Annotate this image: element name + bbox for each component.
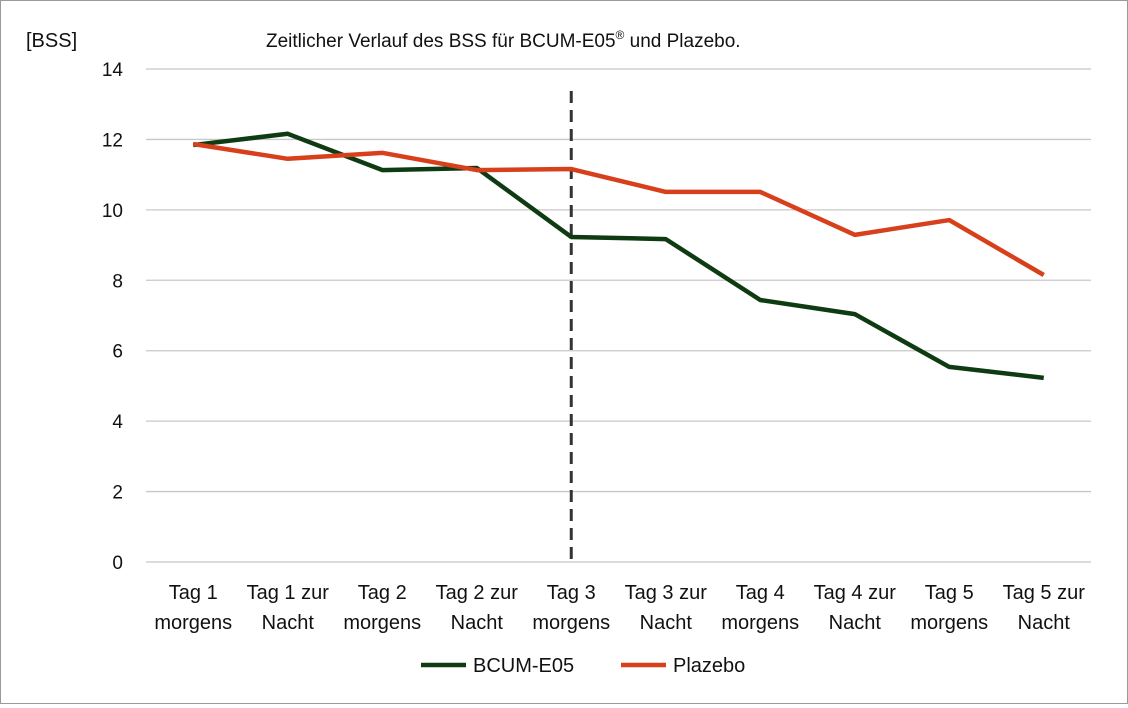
x-tick-label: morgens: [532, 612, 610, 634]
x-tick-label: morgens: [721, 612, 799, 634]
chart-title: Zeitlicher Verlauf des BSS für BCUM-E05®…: [266, 28, 741, 52]
chart-title-main: Zeitlicher Verlauf des BSS für BCUM-E05: [266, 31, 616, 52]
y-axis-label: [BSS]: [26, 30, 77, 52]
x-tick-label: Tag 1: [169, 582, 218, 604]
legend-label: Plazebo: [673, 655, 745, 677]
x-tick-label: Tag 4: [736, 582, 785, 604]
x-tick-label: Tag 2 zur: [436, 582, 519, 604]
y-tick-label: 12: [102, 130, 123, 151]
x-tick-label: morgens: [154, 612, 232, 634]
x-tick-label: Tag 3: [547, 582, 596, 604]
chart-title-suffix: und Plazebo.: [624, 31, 740, 52]
x-tick-label: Tag 1 zur: [247, 582, 330, 604]
y-tick-label: 4: [112, 412, 123, 433]
y-tick-label: 6: [112, 342, 123, 363]
x-tick-label: morgens: [343, 612, 421, 634]
x-tick-label: Tag 2: [358, 582, 407, 604]
x-tick-label: Nacht: [262, 612, 315, 634]
x-tick-label: Tag 4 zur: [814, 582, 897, 604]
x-tick-label: Tag 5: [925, 582, 974, 604]
y-tick-label: 0: [112, 553, 123, 574]
x-tick-label: Nacht: [451, 612, 504, 634]
legend-label: BCUM-E05: [473, 655, 574, 677]
x-tick-label: morgens: [910, 612, 988, 634]
x-tick-label: Nacht: [640, 612, 693, 634]
x-tick-label: Nacht: [1018, 612, 1071, 634]
chart-title-superscript: ®: [616, 28, 625, 42]
y-tick-label: 8: [112, 271, 123, 292]
y-tick-label: 10: [102, 201, 123, 222]
y-tick-label: 2: [112, 483, 123, 504]
series-line-bcum-e05: [193, 134, 1044, 378]
x-tick-label: Tag 3 zur: [625, 582, 708, 604]
y-tick-label: 14: [102, 60, 124, 81]
x-tick-label: Nacht: [829, 612, 882, 634]
x-tick-label: Tag 5 zur: [1003, 582, 1086, 604]
